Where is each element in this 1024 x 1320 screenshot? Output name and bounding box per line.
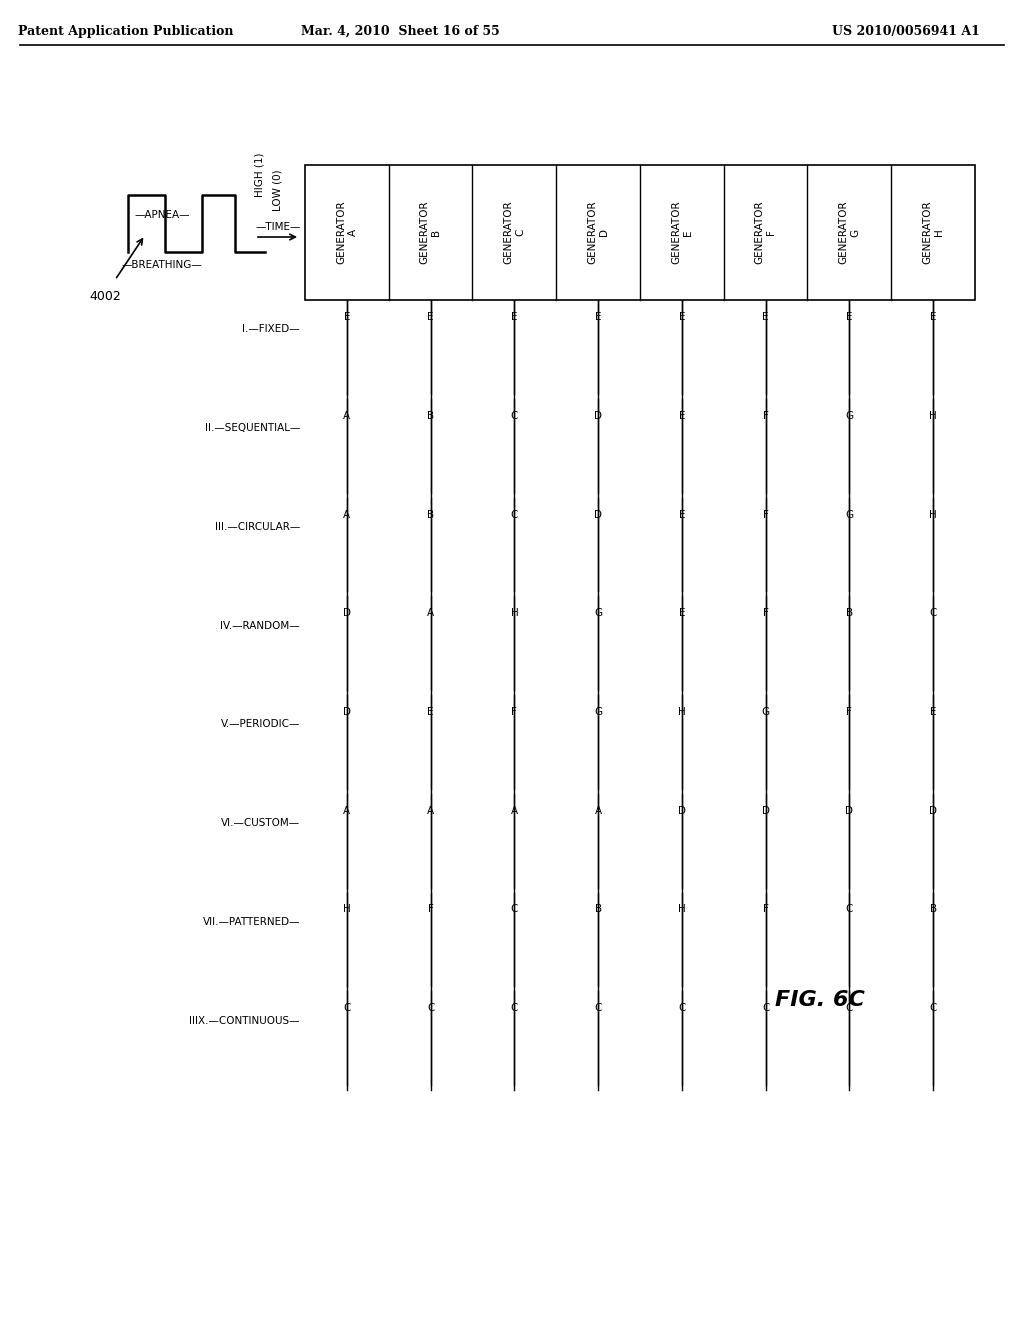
Text: E: E bbox=[679, 609, 685, 618]
Text: C: C bbox=[511, 1003, 518, 1014]
Text: US 2010/0056941 A1: US 2010/0056941 A1 bbox=[833, 25, 980, 38]
Text: VI.—CUSTOM—: VI.—CUSTOM— bbox=[221, 818, 300, 828]
Text: A: A bbox=[343, 510, 350, 520]
Text: H: H bbox=[511, 609, 518, 618]
Text: III.—CIRCULAR—: III.—CIRCULAR— bbox=[215, 521, 300, 532]
Text: E: E bbox=[511, 312, 517, 322]
Text: C: C bbox=[511, 510, 518, 520]
Text: IIIX.—CONTINUOUS—: IIIX.—CONTINUOUS— bbox=[189, 1015, 300, 1026]
Text: GENERATOR
E: GENERATOR E bbox=[671, 201, 692, 264]
Text: C: C bbox=[762, 1003, 769, 1014]
Text: H: H bbox=[678, 708, 686, 717]
Text: D: D bbox=[343, 708, 351, 717]
Text: HIGH (1): HIGH (1) bbox=[255, 153, 265, 197]
Text: C: C bbox=[427, 1003, 434, 1014]
Text: 4002: 4002 bbox=[89, 290, 121, 304]
Text: G: G bbox=[594, 609, 602, 618]
Text: D: D bbox=[594, 510, 602, 520]
Text: D: D bbox=[846, 805, 853, 816]
Text: E: E bbox=[679, 411, 685, 421]
Text: F: F bbox=[763, 510, 769, 520]
Text: D: D bbox=[678, 805, 686, 816]
Text: A: A bbox=[343, 411, 350, 421]
Text: II.—SEQUENTIAL—: II.—SEQUENTIAL— bbox=[205, 424, 300, 433]
Text: D: D bbox=[594, 411, 602, 421]
Text: D: D bbox=[762, 805, 770, 816]
Text: GENERATOR
C: GENERATOR C bbox=[504, 201, 525, 264]
Text: E: E bbox=[930, 312, 936, 322]
Text: I.—FIXED—: I.—FIXED— bbox=[243, 325, 300, 334]
Text: G: G bbox=[846, 510, 853, 520]
Text: LOW (0): LOW (0) bbox=[273, 169, 283, 211]
Text: —TIME—: —TIME— bbox=[256, 222, 301, 232]
Text: E: E bbox=[595, 312, 601, 322]
Text: GENERATOR
G: GENERATOR G bbox=[839, 201, 860, 264]
Text: F: F bbox=[428, 904, 433, 915]
Text: E: E bbox=[930, 708, 936, 717]
Text: E: E bbox=[427, 312, 434, 322]
Text: C: C bbox=[595, 1003, 602, 1014]
Text: G: G bbox=[846, 411, 853, 421]
Text: B: B bbox=[595, 904, 602, 915]
Text: FIG. 6C: FIG. 6C bbox=[775, 990, 865, 1010]
Text: G: G bbox=[762, 708, 770, 717]
Bar bbox=[305, 165, 975, 300]
Text: GENERATOR
D: GENERATOR D bbox=[588, 201, 609, 264]
Text: E: E bbox=[427, 708, 434, 717]
Text: —BREATHING—: —BREATHING— bbox=[122, 260, 203, 271]
Text: F: F bbox=[511, 708, 517, 717]
Text: B: B bbox=[427, 411, 434, 421]
Text: GENERATOR
H: GENERATOR H bbox=[923, 201, 944, 264]
Text: A: A bbox=[595, 805, 602, 816]
Text: GENERATOR
A: GENERATOR A bbox=[336, 201, 357, 264]
Text: Patent Application Publication: Patent Application Publication bbox=[18, 25, 233, 38]
Text: A: A bbox=[343, 805, 350, 816]
Text: G: G bbox=[594, 708, 602, 717]
Text: C: C bbox=[846, 1003, 853, 1014]
Text: H: H bbox=[929, 510, 937, 520]
Text: GENERATOR
B: GENERATOR B bbox=[420, 201, 441, 264]
Text: A: A bbox=[511, 805, 518, 816]
Text: —APNEA—: —APNEA— bbox=[134, 210, 189, 220]
Text: H: H bbox=[929, 411, 937, 421]
Text: B: B bbox=[930, 904, 937, 915]
Text: F: F bbox=[763, 609, 769, 618]
Text: C: C bbox=[846, 904, 853, 915]
Text: B: B bbox=[846, 609, 853, 618]
Text: E: E bbox=[344, 312, 350, 322]
Text: VII.—PATTERNED—: VII.—PATTERNED— bbox=[203, 917, 300, 927]
Text: F: F bbox=[763, 411, 769, 421]
Text: GENERATOR
F: GENERATOR F bbox=[755, 201, 776, 264]
Text: F: F bbox=[763, 904, 769, 915]
Text: E: E bbox=[763, 312, 769, 322]
Text: C: C bbox=[678, 1003, 685, 1014]
Text: V.—PERIODIC—: V.—PERIODIC— bbox=[220, 719, 300, 730]
Text: B: B bbox=[427, 510, 434, 520]
Text: C: C bbox=[511, 904, 518, 915]
Text: E: E bbox=[679, 312, 685, 322]
Text: F: F bbox=[847, 708, 852, 717]
Text: C: C bbox=[511, 411, 518, 421]
Text: D: D bbox=[929, 805, 937, 816]
Text: E: E bbox=[679, 510, 685, 520]
Text: E: E bbox=[846, 312, 853, 322]
Text: H: H bbox=[343, 904, 351, 915]
Text: Mar. 4, 2010  Sheet 16 of 55: Mar. 4, 2010 Sheet 16 of 55 bbox=[301, 25, 500, 38]
Text: D: D bbox=[343, 609, 351, 618]
Text: C: C bbox=[930, 609, 937, 618]
Text: C: C bbox=[930, 1003, 937, 1014]
Text: IV.—RANDOM—: IV.—RANDOM— bbox=[220, 620, 300, 631]
Text: A: A bbox=[427, 805, 434, 816]
Text: H: H bbox=[678, 904, 686, 915]
Text: C: C bbox=[343, 1003, 350, 1014]
Text: A: A bbox=[427, 609, 434, 618]
